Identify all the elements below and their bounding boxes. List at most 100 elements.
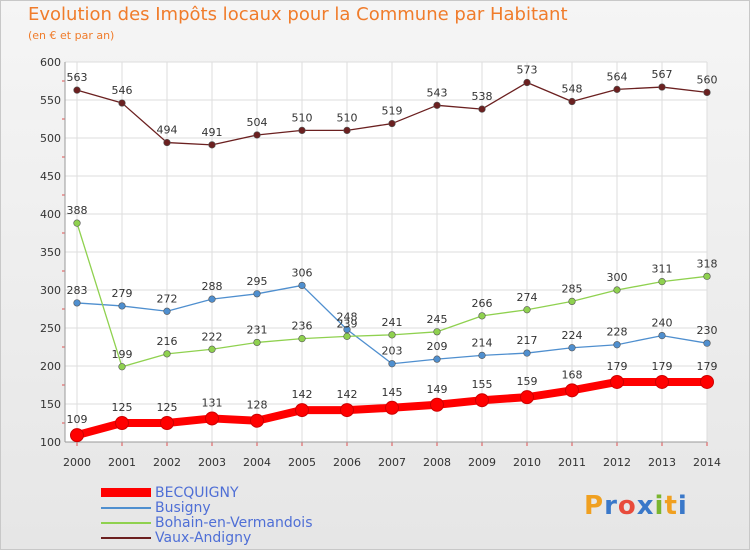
data-label-busigny: 283 <box>67 284 88 297</box>
data-point-vaux-andigny <box>478 105 486 113</box>
data-label-becquigny: 125 <box>112 401 133 414</box>
data-label-bohain-en-vermandois: 300 <box>607 271 628 284</box>
legend-label: Bohain-en-Vermandois <box>155 514 313 531</box>
legend-swatch <box>101 536 151 539</box>
data-point-becquigny <box>205 411 219 426</box>
data-label-vaux-andigny: 563 <box>67 71 88 84</box>
data-label-vaux-andigny: 510 <box>292 111 313 124</box>
data-label-bohain-en-vermandois: 236 <box>292 320 313 333</box>
x-tick-label: 2008 <box>423 456 451 469</box>
data-point-bohain-en-vermandois <box>703 272 711 280</box>
data-label-busigny: 228 <box>607 326 628 339</box>
x-tick-label: 2002 <box>153 456 181 469</box>
y-tick-label: 450 <box>40 170 61 183</box>
x-tick-label: 2010 <box>513 456 541 469</box>
legend-label: Vaux-Andigny <box>155 529 252 546</box>
data-label-vaux-andigny: 491 <box>202 126 223 139</box>
data-point-busigny <box>703 339 711 347</box>
data-point-bohain-en-vermandois <box>433 328 441 336</box>
x-tick-label: 2012 <box>603 456 631 469</box>
data-point-becquigny <box>385 400 399 415</box>
data-point-bohain-en-vermandois <box>388 331 396 339</box>
data-point-bohain-en-vermandois <box>523 306 531 314</box>
y-tick-label: 200 <box>40 360 61 373</box>
logo-letter: r <box>604 491 618 521</box>
y-tick-label: 100 <box>40 436 61 449</box>
chart-title: Evolution des Impôts locaux pour la Comm… <box>28 4 568 25</box>
data-point-bohain-en-vermandois <box>208 345 216 353</box>
logo-letter: i <box>677 491 688 521</box>
data-label-busigny: 203 <box>382 345 403 358</box>
data-label-vaux-andigny: 560 <box>697 73 718 86</box>
data-label-becquigny: 125 <box>157 401 178 414</box>
data-label-bohain-en-vermandois: 388 <box>67 204 88 217</box>
data-point-vaux-andigny <box>73 86 81 94</box>
y-tick-label: 150 <box>40 398 61 411</box>
logo-letter: P <box>584 491 605 521</box>
proxiti-logo: Proxiti <box>584 491 688 521</box>
data-label-busigny: 224 <box>562 329 583 342</box>
data-point-vaux-andigny <box>703 88 711 96</box>
data-label-busigny: 214 <box>472 336 493 349</box>
logo-letter: o <box>617 491 637 521</box>
data-point-vaux-andigny <box>298 126 306 134</box>
data-point-busigny <box>433 355 441 363</box>
data-label-becquigny: 128 <box>247 399 268 412</box>
y-tick-label: 400 <box>40 208 61 221</box>
data-label-becquigny: 142 <box>292 388 313 401</box>
data-label-vaux-andigny: 543 <box>427 86 448 99</box>
y-tick-label: 500 <box>40 132 61 145</box>
data-point-busigny <box>568 344 576 352</box>
legend-swatch <box>101 506 151 509</box>
data-label-bohain-en-vermandois: 318 <box>697 257 718 270</box>
legend: BECQUIGNY Busigny Bohain-en-Vermandois Vaux… <box>101 485 313 545</box>
x-tick-label: 2009 <box>468 456 496 469</box>
data-point-bohain-en-vermandois <box>343 332 351 340</box>
x-tick-label: 2006 <box>333 456 361 469</box>
data-point-becquigny <box>115 416 129 430</box>
x-tick-label: 2011 <box>558 456 586 469</box>
x-tick-label: 2000 <box>63 456 91 469</box>
data-label-vaux-andigny: 567 <box>652 68 673 81</box>
data-label-bohain-en-vermandois: 239 <box>337 317 358 330</box>
y-tick-label: 550 <box>40 94 61 107</box>
data-point-bohain-en-vermandois <box>163 350 171 358</box>
data-point-vaux-andigny <box>163 138 171 147</box>
legend-label: Busigny <box>155 499 211 516</box>
logo-letter: x <box>636 491 655 521</box>
data-label-vaux-andigny: 494 <box>157 124 178 137</box>
data-point-busigny <box>208 295 216 303</box>
data-label-becquigny: 168 <box>562 368 583 381</box>
legend-item: Bohain-en-Vermandois <box>101 515 313 530</box>
data-label-becquigny: 109 <box>67 413 88 426</box>
data-point-vaux-andigny <box>568 97 576 106</box>
data-label-becquigny: 155 <box>472 378 493 391</box>
data-label-bohain-en-vermandois: 245 <box>427 313 448 326</box>
data-label-busigny: 240 <box>652 317 673 330</box>
data-point-bohain-en-vermandois <box>613 286 621 294</box>
data-point-becquigny <box>160 416 174 430</box>
data-point-busigny <box>73 299 81 307</box>
data-label-busigny: 295 <box>247 275 268 288</box>
data-point-vaux-andigny <box>613 85 621 93</box>
logo-letter: i <box>654 491 665 521</box>
legend-swatch <box>101 488 151 497</box>
data-point-busigny <box>163 307 171 315</box>
data-point-becquigny <box>565 383 579 398</box>
data-point-vaux-andigny <box>433 101 441 109</box>
legend-item: BECQUIGNY <box>101 485 313 500</box>
data-label-becquigny: 131 <box>202 396 223 409</box>
y-tick-label: 300 <box>40 284 61 297</box>
data-label-busigny: 272 <box>157 292 178 305</box>
data-point-busigny <box>118 302 126 310</box>
x-tick-label: 2007 <box>378 456 406 469</box>
data-label-becquigny: 179 <box>607 360 628 373</box>
data-label-bohain-en-vermandois: 241 <box>382 316 403 329</box>
x-tick-label: 2014 <box>693 456 721 469</box>
data-label-becquigny: 145 <box>382 386 403 399</box>
data-point-busigny <box>478 351 486 359</box>
data-label-busigny: 279 <box>112 287 133 300</box>
data-label-vaux-andigny: 548 <box>562 83 583 96</box>
data-point-becquigny <box>520 390 534 405</box>
legend-label: BECQUIGNY <box>155 484 239 501</box>
